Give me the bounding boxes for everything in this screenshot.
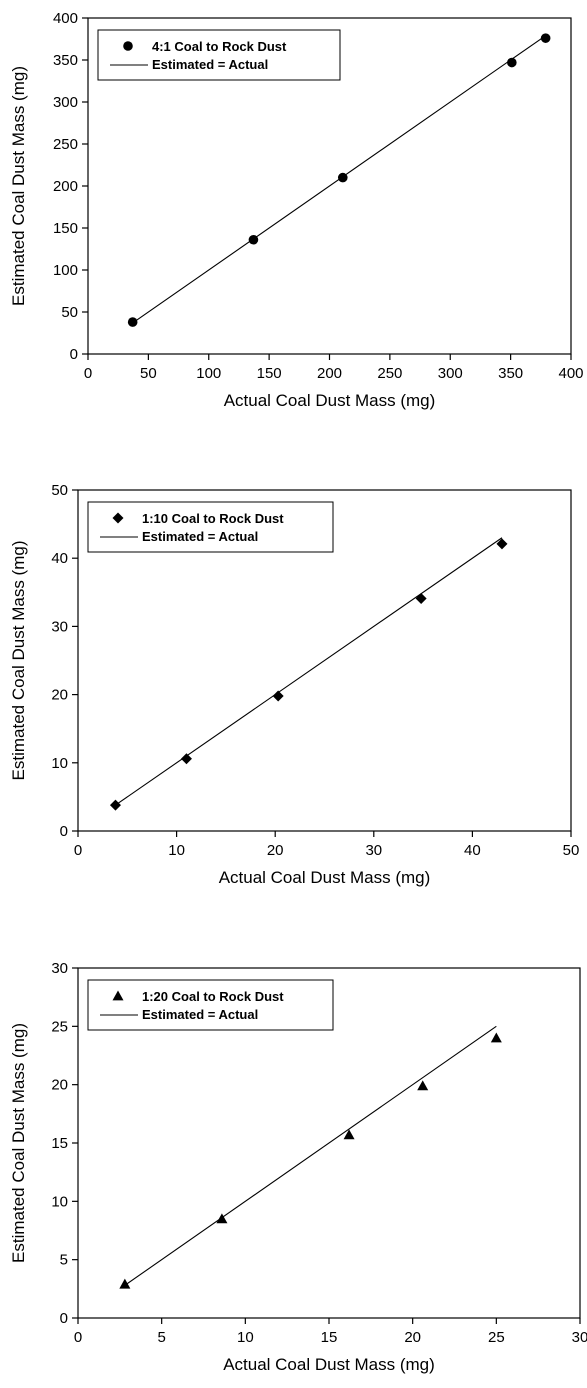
legend-box	[97, 29, 341, 81]
scatter-chart-2: 0 10 20 30 40 50 0 10 20 30 40 50 Actual Coal Dust M…	[9, 482, 579, 887]
y-tick-label: 0	[60, 1310, 68, 1327]
legend-label-data: 1:20 Coal to Rock Dust	[142, 989, 284, 1004]
legend-box	[87, 501, 334, 553]
series-line-estimated-equals-actual	[115, 537, 503, 806]
legend-marker	[112, 512, 124, 524]
legend: 4:1 Coal to Rock Dust Estimated = Actual	[97, 29, 341, 81]
y-axis-title: Estimated Coal Dust Mass (mg)	[9, 1023, 28, 1263]
data-point	[216, 1213, 228, 1224]
x-tick-label: 30	[365, 842, 382, 859]
y-tick-label: 30	[51, 960, 68, 977]
x-tick-label: 20	[267, 842, 284, 859]
series-line-estimated-equals-actual	[124, 1025, 497, 1286]
y-tick-label: 30	[51, 618, 68, 635]
y-tick-label: 10	[51, 1193, 68, 1210]
y-tick-label: 20	[51, 687, 68, 704]
data-point	[343, 1129, 355, 1140]
legend-marker	[123, 41, 133, 51]
x-tick-label: 10	[168, 842, 185, 859]
x-tick-label: 0	[74, 842, 82, 859]
data-point	[180, 753, 192, 765]
legend-label-line: Estimated = Actual	[152, 57, 268, 72]
data-point	[415, 592, 427, 604]
x-tick-label: 100	[196, 365, 221, 382]
data-point	[507, 57, 517, 68]
x-axis-title: Actual Coal Dust Mass (mg)	[219, 868, 431, 887]
y-tick-label: 350	[53, 52, 78, 69]
data-point	[496, 538, 508, 550]
y-tick-label: 50	[61, 304, 78, 321]
y-tick-label: 0	[70, 346, 78, 363]
y-tick-label: 50	[51, 482, 68, 499]
data-point	[272, 690, 284, 702]
y-tick-label: 150	[53, 220, 78, 237]
y-tick-label: 250	[53, 136, 78, 153]
plot-frame	[77, 489, 572, 832]
y-tick-label: 400	[53, 10, 78, 27]
x-tick-label: 400	[558, 365, 583, 382]
data-point	[127, 317, 138, 327]
y-tick-label: 25	[51, 1018, 68, 1035]
data-point	[490, 1032, 502, 1043]
y-tick-label: 40	[51, 550, 68, 567]
x-tick-label: 25	[488, 1329, 505, 1346]
x-tick-label: 300	[438, 365, 463, 382]
legend: 1:20 Coal to Rock Dust Estimated = Actual	[87, 979, 334, 1031]
y-tick-label: 5	[60, 1252, 68, 1269]
x-tick-label: 200	[317, 365, 342, 382]
x-tick-label: 150	[257, 365, 282, 382]
y-tick-label: 20	[51, 1077, 68, 1094]
y-tick-label: 100	[53, 262, 78, 279]
legend-label-line: Estimated = Actual	[142, 529, 258, 544]
data-point	[119, 1278, 131, 1289]
y-axis-title: Estimated Coal Dust Mass (mg)	[9, 541, 28, 781]
x-tick-label: 50	[563, 842, 580, 859]
x-tick-label: 15	[321, 1329, 338, 1346]
legend-box	[87, 979, 334, 1031]
x-tick-label: 20	[404, 1329, 421, 1346]
y-tick-label: 200	[53, 178, 78, 195]
data-point	[540, 33, 551, 43]
x-tick-label: 250	[377, 365, 402, 382]
legend: 1:10 Coal to Rock Dust Estimated = Actual	[87, 501, 334, 553]
x-tick-label: 5	[157, 1329, 165, 1346]
legend-label-data: 4:1 Coal to Rock Dust	[152, 39, 287, 54]
scatter-chart-3: 0 5 10 15 20 25 30 0 5 10 15 20 25 30 Actual Coal Dust…	[9, 960, 587, 1374]
y-tick-label: 300	[53, 94, 78, 111]
x-tick-label: 50	[140, 365, 157, 382]
x-tick-label: 350	[498, 365, 523, 382]
data-point	[248, 234, 259, 245]
scatter-chart-1: 0 50 100 150 200 250 300 350 400 0 50 100 150 200 250 3…	[9, 10, 584, 410]
x-tick-label: 0	[74, 1329, 82, 1346]
y-tick-label: 0	[60, 823, 68, 840]
y-axis-title: Estimated Coal Dust Mass (mg)	[9, 66, 28, 306]
y-tick-label: 15	[51, 1135, 68, 1152]
data-point	[417, 1080, 429, 1091]
y-tick-label: 10	[51, 755, 68, 772]
data-point	[337, 172, 348, 183]
legend-label-line: Estimated = Actual	[142, 1007, 258, 1022]
data-point	[109, 799, 121, 811]
x-axis-title: Actual Coal Dust Mass (mg)	[223, 1355, 435, 1374]
x-tick-label: 0	[84, 365, 92, 382]
x-tick-label: 40	[464, 842, 481, 859]
x-tick-label: 10	[237, 1329, 254, 1346]
x-tick-label: 30	[572, 1329, 587, 1346]
legend-marker	[112, 990, 124, 1001]
x-axis-title: Actual Coal Dust Mass (mg)	[224, 391, 436, 410]
legend-label-data: 1:10 Coal to Rock Dust	[142, 511, 284, 526]
